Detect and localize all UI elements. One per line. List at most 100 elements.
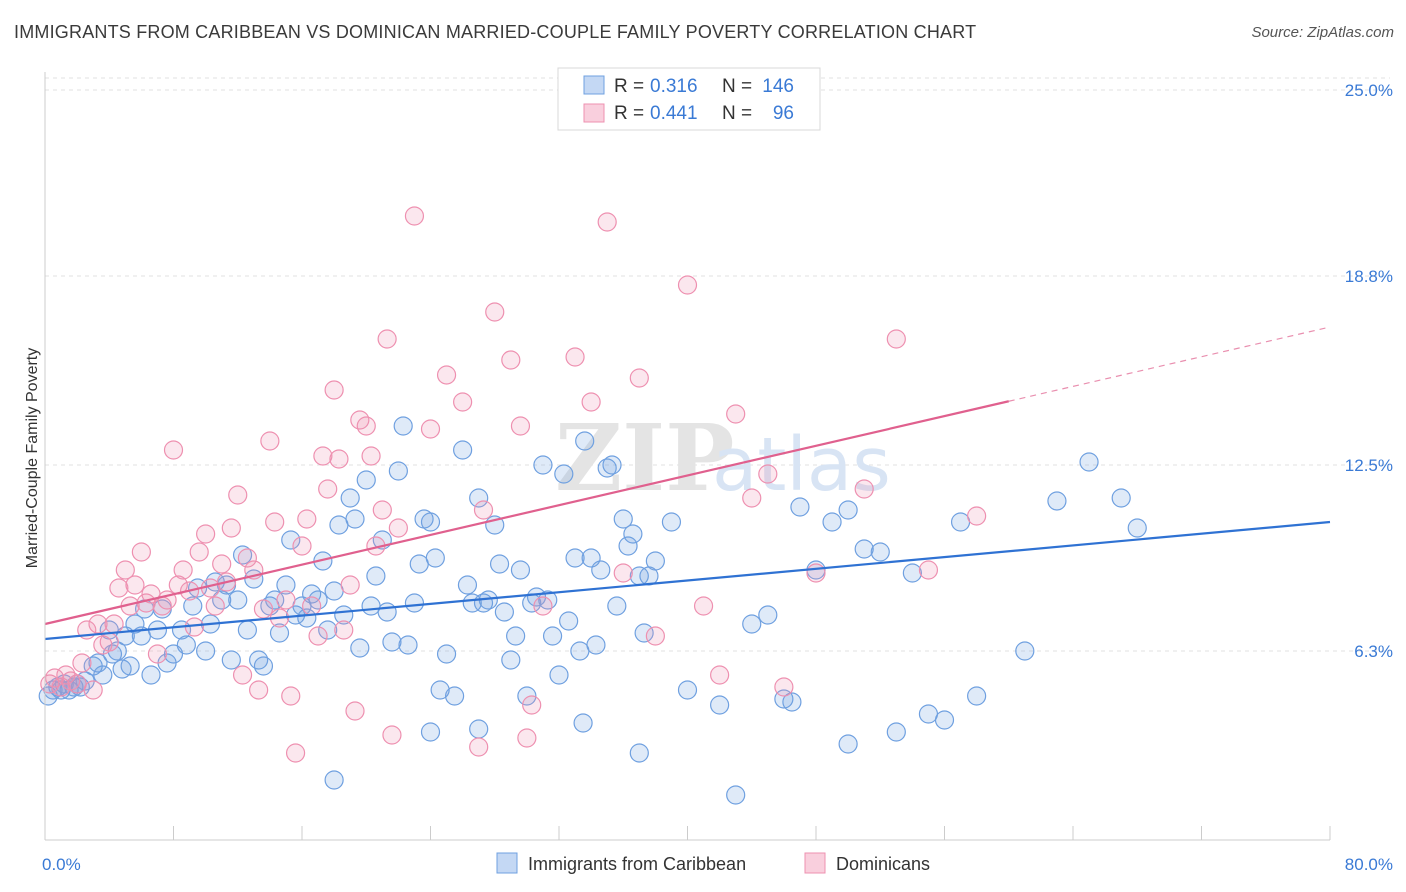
data-point bbox=[237, 548, 257, 568]
data-point bbox=[602, 455, 622, 475]
data-point bbox=[677, 275, 698, 295]
data-point bbox=[350, 638, 370, 658]
data-point bbox=[318, 620, 338, 640]
data-point bbox=[629, 743, 649, 763]
data-point bbox=[607, 596, 627, 616]
data-point bbox=[99, 632, 119, 652]
data-point bbox=[120, 656, 140, 676]
data-point bbox=[710, 665, 730, 685]
data-point bbox=[453, 440, 473, 460]
data-point bbox=[324, 581, 344, 601]
data-point bbox=[462, 593, 482, 613]
x-tick-label: 80.0% bbox=[1345, 855, 1393, 874]
data-point bbox=[575, 431, 595, 451]
points-layer bbox=[38, 206, 1147, 805]
data-point bbox=[870, 542, 890, 562]
y-axis-label: Married-Couple Family Poverty bbox=[24, 348, 41, 569]
data-point bbox=[281, 530, 301, 550]
data-point bbox=[623, 524, 643, 544]
data-point bbox=[253, 656, 274, 676]
data-point bbox=[265, 512, 285, 532]
data-point bbox=[838, 734, 858, 754]
data-point bbox=[361, 596, 381, 616]
data-point bbox=[232, 665, 253, 685]
bottom-legend-label-dominicans: Dominicans bbox=[836, 854, 930, 874]
data-point bbox=[176, 635, 196, 655]
data-point bbox=[212, 554, 232, 574]
data-point bbox=[115, 560, 135, 580]
data-point bbox=[742, 614, 762, 634]
bottom-legend-swatch-caribbean bbox=[496, 852, 518, 874]
data-point bbox=[436, 365, 457, 385]
watermark-zip: ZIP bbox=[555, 404, 734, 512]
data-point bbox=[377, 602, 397, 622]
data-point bbox=[806, 563, 826, 583]
watermark: ZIP atlas bbox=[555, 404, 891, 512]
data-point bbox=[125, 614, 145, 634]
data-point bbox=[886, 329, 906, 349]
data-point bbox=[501, 350, 521, 370]
data-point bbox=[790, 497, 810, 517]
data-point bbox=[1079, 452, 1099, 472]
x-tick-label: 0.0% bbox=[42, 855, 81, 874]
data-point bbox=[93, 665, 113, 685]
data-point bbox=[356, 416, 376, 436]
data-point bbox=[517, 728, 537, 748]
data-point bbox=[510, 416, 531, 436]
data-point bbox=[634, 623, 654, 643]
legend-swatch-caribbean bbox=[583, 75, 605, 95]
data-point bbox=[196, 641, 216, 661]
data-point bbox=[388, 518, 408, 538]
data-point bbox=[565, 347, 585, 367]
data-point bbox=[297, 608, 317, 628]
data-point bbox=[72, 653, 92, 673]
data-point bbox=[308, 626, 328, 646]
data-point bbox=[506, 626, 526, 646]
legend-swatch-dominicans bbox=[583, 103, 605, 123]
data-point bbox=[469, 488, 489, 508]
data-point bbox=[318, 479, 338, 499]
data-point bbox=[510, 560, 531, 580]
data-point bbox=[382, 725, 402, 745]
data-point bbox=[645, 626, 665, 646]
data-point bbox=[83, 680, 103, 700]
data-point bbox=[444, 686, 465, 706]
data-point bbox=[366, 566, 386, 586]
data-point bbox=[125, 575, 145, 595]
trend-line-0 bbox=[44, 520, 1331, 641]
trend-line-dashed-1 bbox=[1008, 326, 1331, 402]
data-point bbox=[1015, 641, 1035, 661]
data-point bbox=[420, 512, 441, 532]
data-point bbox=[249, 680, 269, 700]
bottom-legend: Immigrants from Caribbean Dominicans bbox=[496, 852, 930, 874]
data-point bbox=[109, 578, 129, 598]
y-tick-label: 12.5% bbox=[1345, 456, 1393, 475]
data-point bbox=[693, 596, 714, 616]
data-point bbox=[425, 548, 445, 568]
data-point bbox=[822, 512, 842, 532]
data-point bbox=[183, 596, 203, 616]
data-point bbox=[710, 695, 730, 715]
data-point bbox=[1111, 488, 1131, 508]
data-point bbox=[533, 455, 553, 475]
data-point bbox=[854, 479, 874, 499]
data-point bbox=[276, 590, 296, 610]
data-point bbox=[228, 590, 248, 610]
bottom-legend-label-caribbean: Immigrants from Caribbean bbox=[528, 854, 746, 874]
data-point bbox=[329, 449, 349, 469]
source-label: Source: ZipAtlas.com bbox=[1251, 24, 1394, 41]
data-point bbox=[163, 440, 184, 460]
bottom-legend-swatch-dominicans bbox=[804, 852, 826, 874]
data-point bbox=[269, 623, 290, 643]
data-point bbox=[838, 500, 858, 520]
data-point bbox=[228, 485, 248, 505]
data-point bbox=[549, 665, 569, 685]
data-point bbox=[782, 692, 802, 712]
data-point bbox=[237, 620, 257, 640]
data-point bbox=[918, 560, 939, 580]
series-points-1 bbox=[40, 206, 987, 763]
data-point bbox=[517, 686, 537, 706]
data-point bbox=[494, 602, 514, 622]
legend-r-label-2: R = bbox=[614, 103, 644, 124]
y-tick-label: 25.0% bbox=[1345, 81, 1393, 100]
